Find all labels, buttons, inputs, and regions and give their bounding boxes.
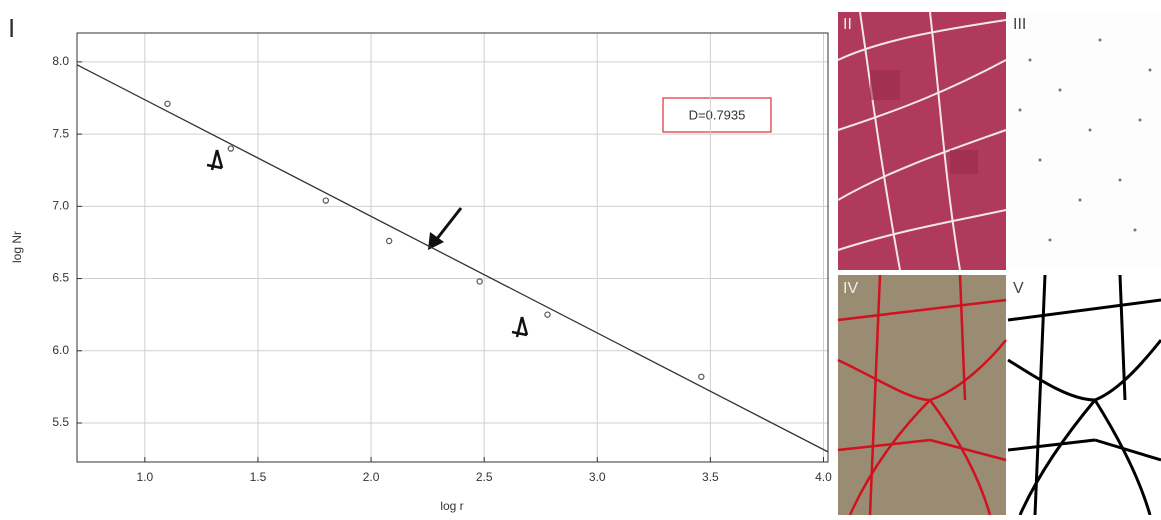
point [698,373,705,380]
point [164,100,171,107]
image-panel [1008,12,1161,270]
image-panel [1007,274,1161,516]
annotation-box [662,97,772,133]
y-tick-label: 5.5 [52,415,69,429]
arrow [206,149,529,338]
x-tick-label: 2.5 [476,470,493,484]
x-tick-label: 3.5 [702,470,719,484]
point [544,311,551,318]
point [476,278,483,285]
image-panel [837,274,1007,516]
panel-label: III [1013,16,1026,33]
panel-label: II [843,16,852,33]
panel-label: I [8,13,15,43]
y-tick-label: 7.0 [52,199,69,213]
panel-label: V [1013,280,1024,297]
plot-frame [76,32,829,463]
point [322,197,330,204]
fit-line [76,64,829,453]
image-panel [837,11,1007,271]
point [385,237,393,245]
y-tick-label: 7.5 [52,126,69,140]
x-tick-label: 2.0 [363,470,380,484]
y-tick-label: 8.0 [52,54,69,68]
panel-label: IV [843,280,858,297]
annotation: D=0.7935 [689,107,746,122]
x-tick-label: 1.0 [137,470,154,484]
x-tick-label: 4.0 [815,470,832,484]
point [227,145,235,152]
x-tick-label: 1.5 [250,470,267,484]
y-tick-label: 6.0 [52,343,69,357]
x-axis-label: log r [440,499,463,513]
x-tick-label: 3.0 [589,470,606,484]
y-axis-label: log Nr [10,231,24,263]
y-tick-label: 6.5 [52,271,69,285]
